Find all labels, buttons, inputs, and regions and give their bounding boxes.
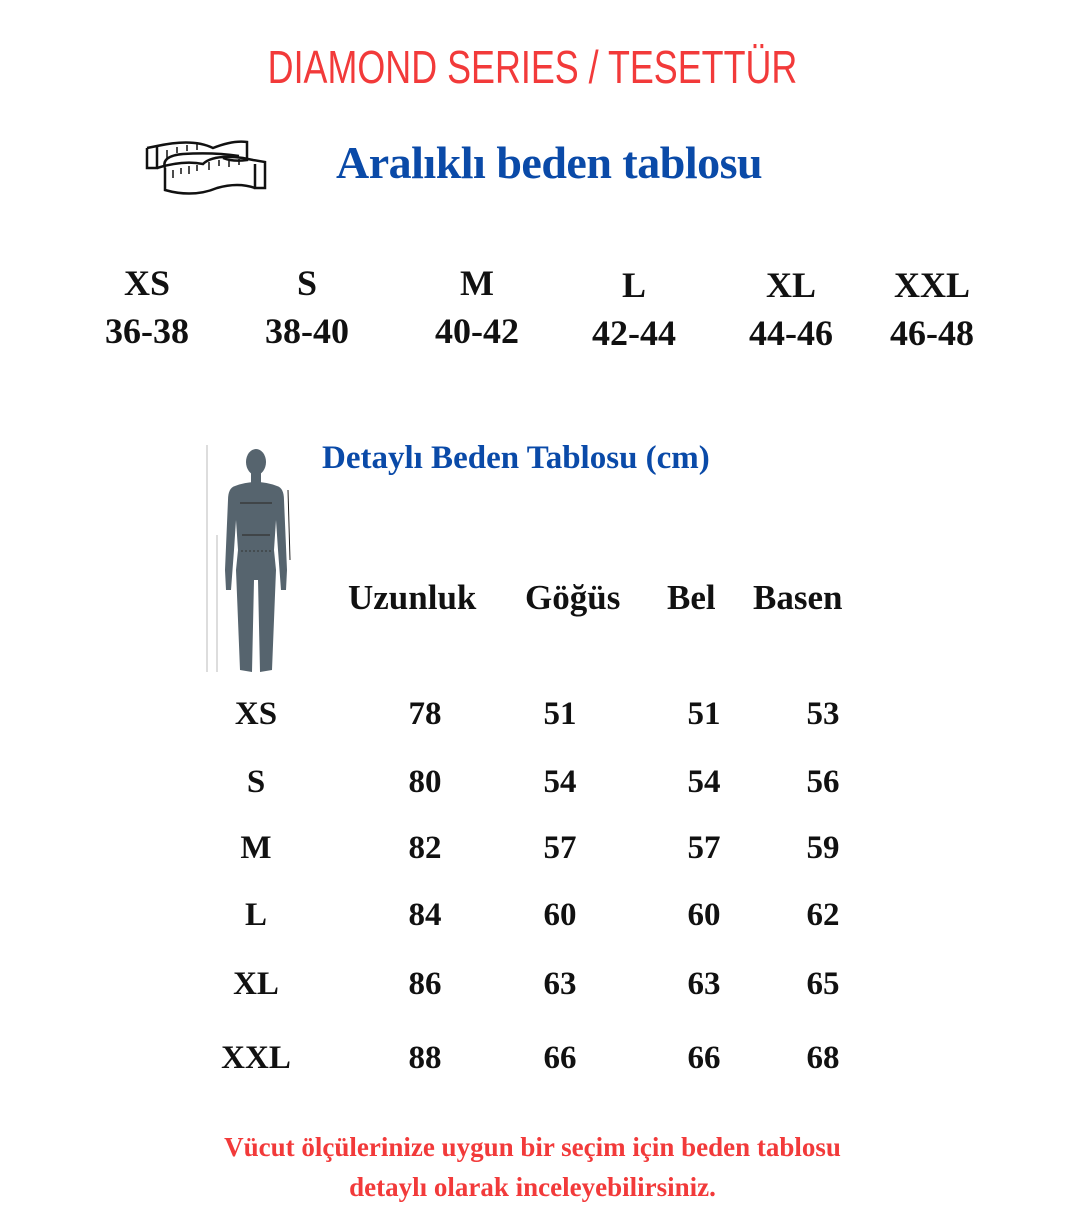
table-cell: 82 (408, 830, 442, 866)
column-header: Uzunluk (348, 578, 477, 617)
table-cell: 56 (806, 764, 840, 800)
column-header: Basen (753, 578, 843, 617)
table-cell: 66 (687, 1040, 721, 1076)
table-cell: XS (234, 696, 278, 732)
table-cell: 53 (806, 696, 840, 732)
size-label: S (296, 263, 318, 303)
footer-line: detaylı olarak inceleyebilirsiniz. (349, 1172, 716, 1202)
table-cell: 65 (806, 966, 840, 1002)
size-label: XS (123, 263, 171, 303)
table-cell: L (244, 897, 267, 933)
size-label: XL (765, 265, 816, 305)
table-cell: 84 (408, 897, 442, 933)
footer-note: Vücut ölçülerinize uygun bir seçim için … (0, 1127, 1065, 1207)
section-title: Aralıklı beden tablosu (336, 137, 763, 188)
table-cell: 54 (687, 764, 721, 800)
size-range: 44-46 (749, 313, 833, 353)
table-cell: 51 (543, 696, 577, 732)
table-cell: XXL (221, 1040, 291, 1076)
column-header: Bel (667, 578, 716, 617)
table-cell: 62 (806, 897, 840, 933)
table-cell: 60 (543, 897, 577, 933)
size-range: 38-40 (265, 311, 349, 351)
table-cell: 86 (408, 966, 442, 1002)
table-cell: 80 (408, 764, 442, 800)
size-range: 42-44 (592, 313, 676, 353)
size-label: L (621, 265, 646, 305)
column-header: Göğüs (525, 578, 621, 617)
detail-table-title: Detaylı Beden Tablosu (cm) (322, 440, 710, 476)
table-cell: 59 (806, 830, 840, 866)
size-range: 40-42 (435, 311, 519, 351)
table-cell: 51 (687, 696, 721, 732)
measuring-tape-icon (145, 140, 267, 195)
table-cell: S (246, 764, 266, 800)
size-range: 36-38 (105, 311, 189, 351)
table-cell: 78 (408, 696, 442, 732)
size-range: 46-48 (890, 313, 974, 353)
table-cell: 63 (543, 966, 577, 1002)
size-label: M (460, 263, 494, 303)
table-cell: 88 (408, 1040, 442, 1076)
table-cell: 66 (543, 1040, 577, 1076)
table-cell: 68 (806, 1040, 840, 1076)
table-cell: 54 (543, 764, 577, 800)
footer-line: Vücut ölçülerinize uygun bir seçim için … (224, 1132, 841, 1162)
table-cell: 60 (687, 897, 721, 933)
body-silhouette-icon (206, 445, 291, 672)
table-cell: 57 (543, 830, 577, 866)
page-title: DIAMOND SERIES / TESETTÜR (267, 41, 798, 93)
table-cell: 57 (687, 830, 721, 866)
table-cell: XL (233, 966, 279, 1002)
size-label: XXL (893, 265, 970, 305)
table-cell: 63 (687, 966, 721, 1002)
table-cell: M (240, 830, 272, 866)
